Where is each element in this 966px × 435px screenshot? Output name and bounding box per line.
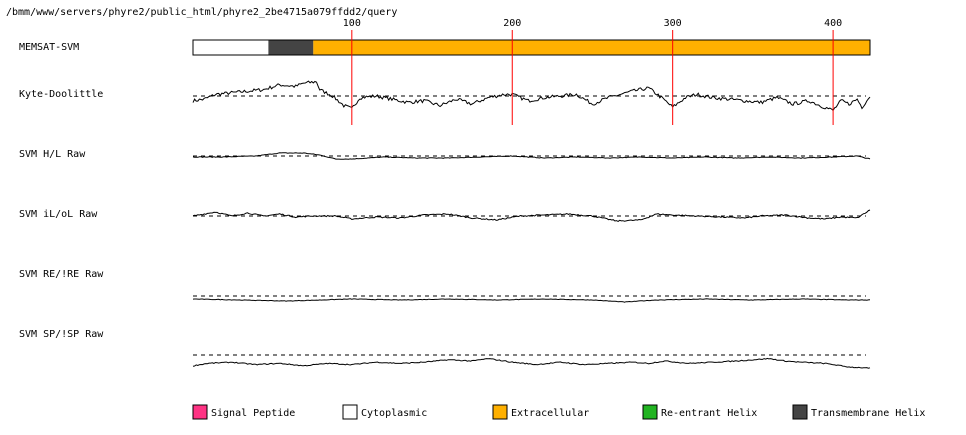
row-label-2: SVM iL/oL Raw [19, 209, 98, 220]
xtick-label-100: 100 [343, 18, 361, 29]
track-trace-4 [192, 357, 871, 369]
memsat-bar [192, 39, 871, 56]
memsat-segment-2 [313, 40, 870, 55]
track-trace-2 [192, 209, 871, 222]
row-label-3: SVM RE/!RE Raw [19, 269, 104, 280]
track-1 [192, 152, 871, 160]
track-trace-0 [192, 80, 871, 112]
legend-label-2: Extracellular [511, 408, 589, 419]
memsat-segment-1 [268, 40, 314, 55]
memsat-bar-border [192, 39, 871, 56]
track-2 [192, 209, 871, 222]
legend-label-4: Transmembrane Helix [811, 408, 925, 419]
row-label-0: Kyte-Doolittle [19, 89, 103, 100]
track-trace-1 [192, 152, 871, 160]
legend-label-1: Cytoplasmic [361, 408, 427, 419]
legend-label-0: Signal Peptide [211, 408, 295, 419]
xtick-label-200: 200 [503, 18, 521, 29]
row-label-4: SVM SP/!SP Raw [19, 329, 104, 340]
track-0 [192, 80, 871, 112]
legend-swatch-3 [642, 404, 658, 420]
legend-swatch-4 [792, 404, 808, 420]
row-label-memsat: MEMSAT-SVM [19, 42, 79, 53]
row-label-1: SVM H/L Raw [19, 149, 86, 160]
track-trace-3 [192, 298, 871, 303]
legend-swatch-0 [192, 404, 208, 420]
legend: Signal Peptide Cytoplasmic Extracellular Re… [192, 404, 925, 420]
xtick-label-400: 400 [824, 18, 842, 29]
track-3 [192, 295, 871, 303]
legend-swatch-2 [492, 404, 508, 420]
legend-swatch-1 [342, 404, 358, 420]
memsat-segment-0 [193, 40, 269, 55]
track-4 [192, 354, 871, 369]
xtick-label-300: 300 [664, 18, 682, 29]
query-path: /bmm/www/servers/phyre2/public_html/phyr… [6, 7, 397, 18]
legend-label-3: Re-entrant Helix [661, 408, 757, 419]
